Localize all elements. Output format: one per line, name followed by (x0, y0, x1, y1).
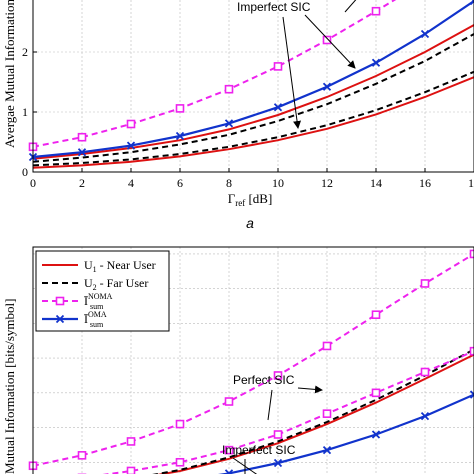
x-marker (371, 430, 381, 439)
annotation-imperfect-sic-b: Imperfect SIC (222, 443, 296, 457)
annotation-arrow (232, 457, 258, 474)
chart-panel-b: Mutual Information [bits/symbol] Perfect… (2, 246, 474, 474)
x-marker (322, 82, 332, 91)
series-line-noma (32, 253, 474, 467)
x-tick-label: 0 (30, 176, 36, 190)
axis-ticks-a: 0246810121416180123 (22, 45, 474, 190)
x-marker (224, 119, 234, 128)
y-axis-title-b: Mutual Information [bits/symbol] (2, 299, 17, 474)
series-line-near (157, 353, 474, 474)
x-marker (77, 148, 87, 157)
square-marker (273, 62, 283, 71)
series-line-far (32, 70, 474, 167)
x-tick-label: 2 (79, 176, 85, 190)
plot-frame-a (32, 0, 474, 173)
series-line-oma (32, 0, 474, 159)
y-tick-label: 1 (22, 105, 28, 119)
x-tick-label: 18 (468, 176, 474, 190)
x-tick-label: 14 (370, 176, 382, 190)
x-tick-label: 16 (419, 176, 431, 190)
square-marker (126, 466, 136, 474)
x-marker (322, 445, 332, 455)
plot-frame-b (32, 246, 474, 474)
square-marker (322, 409, 332, 418)
square-marker (175, 457, 185, 467)
x-tick-label: 8 (226, 176, 232, 190)
x-tick-label: 6 (177, 176, 183, 190)
x-tick-label: 10 (272, 176, 284, 190)
square-marker (175, 419, 185, 429)
legend-label-near: U1 - Near User (84, 258, 156, 274)
series-group-a (28, 0, 474, 169)
square-marker (175, 104, 185, 113)
series-line-noma (102, 350, 474, 474)
x-marker (469, 390, 474, 399)
series-line-far (152, 348, 474, 474)
legend-label-oma: ĪOMA sum (84, 310, 107, 329)
square-marker (224, 397, 234, 406)
square-marker (77, 451, 87, 460)
x-marker (273, 458, 283, 468)
square-marker (126, 119, 136, 129)
x-tick-label: 12 (321, 176, 333, 190)
series-line-noma (32, 0, 397, 148)
series-line-far (32, 33, 474, 163)
square-marker (224, 445, 234, 455)
panel-label-a: a (246, 215, 254, 231)
series-line-oma (217, 393, 474, 474)
x-marker (273, 103, 283, 112)
legend-label-far: U2 - Far User (84, 276, 148, 292)
square-marker (322, 341, 332, 351)
annotation-arrow (282, 16, 302, 129)
square-marker (420, 367, 430, 377)
series-group-b (28, 249, 474, 474)
series-line-near (32, 24, 474, 160)
annotation-arrow (267, 389, 273, 421)
series-line-near (32, 76, 474, 169)
x-marker (420, 29, 430, 39)
x-marker (469, 0, 474, 6)
grid-a (32, 0, 474, 172)
legend-label-noma: ĪNOMA sum (84, 292, 113, 311)
square-marker (322, 35, 332, 45)
y-tick-label: 0 (22, 165, 28, 179)
square-marker (55, 296, 65, 306)
square-marker (273, 371, 283, 380)
annotation-arrow (297, 385, 323, 394)
square-marker (371, 6, 381, 16)
x-marker (224, 469, 234, 474)
annotation-arrow (344, 0, 357, 13)
x-marker (420, 411, 430, 421)
square-marker (126, 437, 136, 446)
square-marker (224, 84, 234, 94)
y-axis-title-a: Avergae Mutual Information (2, 0, 17, 148)
x-tick-label: 4 (128, 176, 134, 190)
square-marker (273, 430, 283, 439)
annotation-imperfect-sic-a: Imperfect SIC (237, 0, 311, 14)
annotation-arrow (304, 14, 356, 69)
x-marker (175, 131, 185, 141)
square-marker (77, 132, 87, 142)
x-axis-title-a: Γref [dB] (228, 191, 273, 208)
x-marker (55, 314, 65, 324)
y-tick-label: 2 (22, 45, 28, 59)
square-marker (371, 310, 381, 320)
square-marker (469, 346, 474, 356)
x-marker (126, 141, 136, 150)
square-marker (371, 388, 381, 398)
chart-panel-a: 0246810121416180123 Avergae Mutual Infor… (2, 0, 474, 231)
x-marker (371, 58, 381, 67)
square-marker (469, 249, 474, 259)
annotation-perfect-sic-b: Perfect SIC (233, 373, 295, 387)
square-marker (420, 279, 430, 288)
